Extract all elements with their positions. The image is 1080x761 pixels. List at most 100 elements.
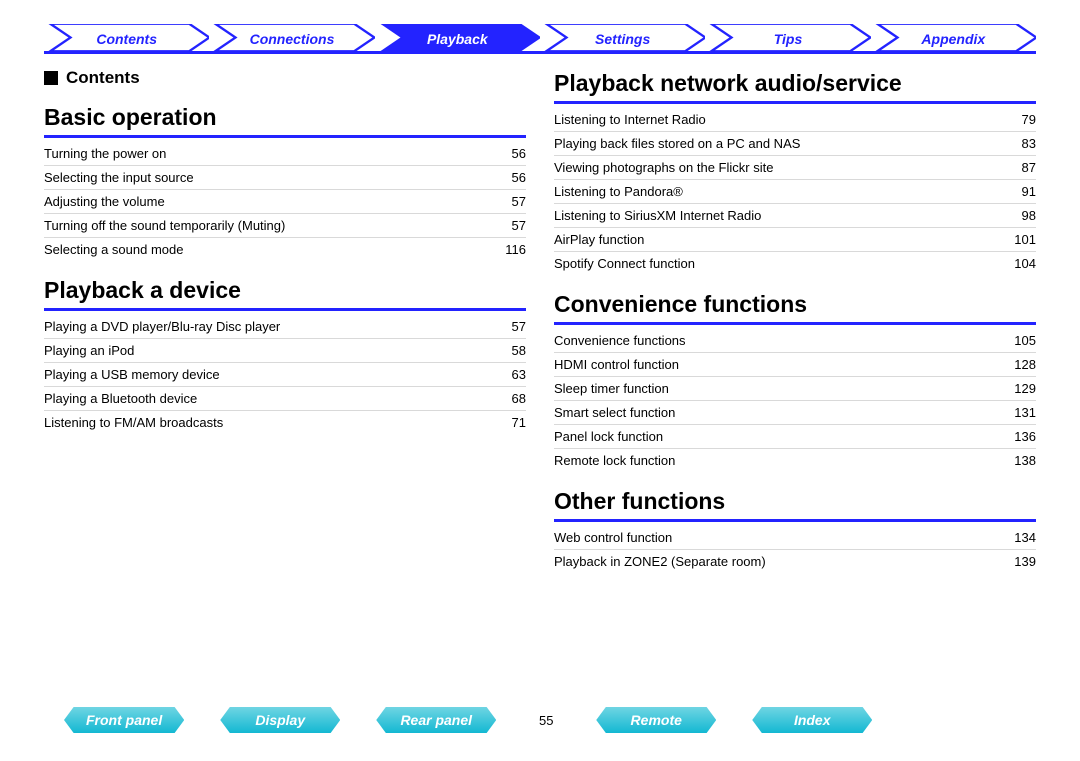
toc-row[interactable]: Convenience functions 105 [554, 329, 1036, 353]
toc-row-page: 83 [996, 136, 1036, 151]
toc-row-page: 71 [486, 415, 526, 430]
toc-row[interactable]: Listening to Pandora®91 [554, 180, 1036, 204]
toc-row-page: 87 [996, 160, 1036, 175]
toc-row[interactable]: Selecting a sound mode116 [44, 238, 526, 261]
toc-row[interactable]: Spotify Connect function104 [554, 252, 1036, 275]
topnav-tab-label: Tips [774, 31, 803, 47]
toc-row[interactable]: HDMI control function 128 [554, 353, 1036, 377]
toc-row-page: 136 [996, 429, 1036, 444]
toc-row-page: 105 [996, 333, 1036, 348]
toc-row-page: 79 [996, 112, 1036, 127]
page-root: Contents Connections Playback Settings Tips A… [0, 0, 1080, 573]
toc-row-page: 129 [996, 381, 1036, 396]
toc-row-page: 68 [486, 391, 526, 406]
section-title: Playback network audio/service [554, 64, 1036, 104]
bottomnav-index[interactable]: Index [752, 707, 872, 733]
toc-row[interactable]: Adjusting the volume57 [44, 190, 526, 214]
topnav-tab-connections[interactable]: Connections [209, 24, 374, 51]
toc-row-label: Panel lock function [554, 429, 663, 444]
bottomnav-display[interactable]: Display [220, 707, 340, 733]
topnav-tab-label: Connections [250, 31, 335, 47]
toc-row-page: 56 [486, 170, 526, 185]
toc-row[interactable]: Listening to SiriusXM Internet Radio 98 [554, 204, 1036, 228]
topnav-tab-label: Settings [595, 31, 650, 47]
toc-row-page: 63 [486, 367, 526, 382]
toc-row-label: Listening to FM/AM broadcasts [44, 415, 223, 430]
toc-row[interactable]: Playing a USB memory device 63 [44, 363, 526, 387]
topnav-tab-settings[interactable]: Settings [540, 24, 705, 51]
toc-row-label: Playing a USB memory device [44, 367, 220, 382]
toc-row[interactable]: Selecting the input source 56 [44, 166, 526, 190]
toc-row-label: Selecting the input source [44, 170, 194, 185]
toc-row-page: 57 [486, 194, 526, 209]
left-column: Contents Basic operation Turning the powe… [44, 64, 526, 573]
toc-row-page: 98 [996, 208, 1036, 223]
toc-row-page: 57 [486, 319, 526, 334]
contents-heading-text: Contents [66, 68, 140, 88]
toc-row[interactable]: Viewing photographs on the Flickr site87 [554, 156, 1036, 180]
toc-row[interactable]: Playback in ZONE2 (Separate room)139 [554, 550, 1036, 573]
toc-row-label: Playing back files stored on a PC and NA… [554, 136, 800, 151]
page-number: 55 [532, 713, 560, 728]
toc-row[interactable]: Sleep timer function 129 [554, 377, 1036, 401]
toc-list: Turning the power on56Selecting the inpu… [44, 142, 526, 261]
toc-row-label: Listening to Pandora® [554, 184, 683, 199]
toc-row[interactable]: Smart select function 131 [554, 401, 1036, 425]
toc-row-label: Listening to Internet Radio [554, 112, 706, 127]
toc-list: Listening to Internet Radio 79 Playing bac… [554, 108, 1036, 275]
toc-row-label: Playback in ZONE2 (Separate room) [554, 554, 766, 569]
topnav-tab-contents[interactable]: Contents [44, 24, 209, 51]
section-title: Other functions [554, 482, 1036, 522]
toc-row-label: Convenience functions [554, 333, 686, 348]
toc-row-label: Playing an iPod [44, 343, 134, 358]
topnav-tab-playback[interactable]: Playback [375, 24, 540, 51]
toc-row-page: 134 [996, 530, 1036, 545]
section-title: Playback a device [44, 271, 526, 311]
toc-row-label: HDMI control function [554, 357, 679, 372]
toc-row-label: Sleep timer function [554, 381, 669, 396]
toc-list: Convenience functions 105 HDMI control fun… [554, 329, 1036, 472]
bottomnav-front-panel[interactable]: Front panel [64, 707, 184, 733]
section-title: Basic operation [44, 98, 526, 138]
toc-row[interactable]: Playing an iPod58 [44, 339, 526, 363]
content-columns: Contents Basic operation Turning the powe… [44, 64, 1036, 573]
toc-row-label: Remote lock function [554, 453, 675, 468]
toc-row[interactable]: Turning off the sound temporarily (Mutin… [44, 214, 526, 238]
topnav-tab-appendix[interactable]: Appendix [871, 24, 1036, 51]
toc-row[interactable]: Web control function 134 [554, 526, 1036, 550]
toc-row-page: 104 [996, 256, 1036, 271]
toc-row[interactable]: Playing back files stored on a PC and NA… [554, 132, 1036, 156]
toc-list: Web control function 134 Playback in ZONE2… [554, 526, 1036, 573]
bottomnav-remote[interactable]: Remote [596, 707, 716, 733]
topnav-tab-label: Appendix [921, 31, 985, 47]
toc-row-page: 57 [486, 218, 526, 233]
toc-row[interactable]: Listening to FM/AM broadcasts 71 [44, 411, 526, 434]
topnav-tab-label: Contents [96, 31, 157, 47]
contents-heading: Contents [44, 68, 526, 88]
toc-row-label: Turning off the sound temporarily (Mutin… [44, 218, 285, 233]
toc-row[interactable]: Playing a Bluetooth device 68 [44, 387, 526, 411]
toc-row[interactable]: Remote lock function 138 [554, 449, 1036, 472]
right-column: Playback network audio/serviceListening … [554, 64, 1036, 573]
toc-row[interactable]: Playing a DVD player/Blu-ray Disc player… [44, 315, 526, 339]
toc-row-label: AirPlay function [554, 232, 644, 247]
toc-row[interactable]: Listening to Internet Radio 79 [554, 108, 1036, 132]
toc-row-label: Listening to SiriusXM Internet Radio [554, 208, 761, 223]
toc-row-page: 128 [996, 357, 1036, 372]
square-bullet-icon [44, 71, 58, 85]
toc-row[interactable]: Panel lock function 136 [554, 425, 1036, 449]
toc-row-label: Playing a Bluetooth device [44, 391, 197, 406]
toc-row-label: Smart select function [554, 405, 675, 420]
bottomnav-rear-panel[interactable]: Rear panel [376, 707, 496, 733]
toc-row-label: Web control function [554, 530, 672, 545]
toc-row-page: 131 [996, 405, 1036, 420]
bottom-nav: Front panel Display Rear panel 55 Remote Inde… [0, 707, 1080, 733]
topnav-tab-tips[interactable]: Tips [705, 24, 870, 51]
toc-row-page: 138 [996, 453, 1036, 468]
top-nav: Contents Connections Playback Settings Tips A… [44, 24, 1036, 54]
toc-row-page: 101 [996, 232, 1036, 247]
toc-row-label: Turning the power on [44, 146, 166, 161]
toc-row[interactable]: AirPlay function 101 [554, 228, 1036, 252]
toc-row[interactable]: Turning the power on56 [44, 142, 526, 166]
topnav-tab-label: Playback [427, 31, 488, 47]
